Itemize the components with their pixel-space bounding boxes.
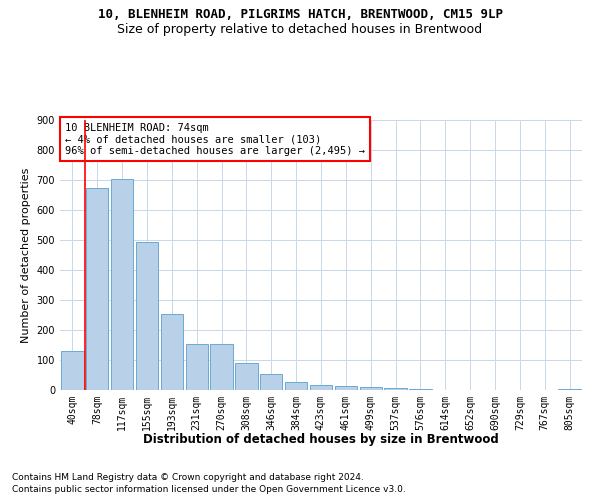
Y-axis label: Number of detached properties: Number of detached properties <box>21 168 31 342</box>
Text: 10 BLENHEIM ROAD: 74sqm
← 4% of detached houses are smaller (103)
96% of semi-de: 10 BLENHEIM ROAD: 74sqm ← 4% of detached… <box>65 122 365 156</box>
Text: Contains HM Land Registry data © Crown copyright and database right 2024.: Contains HM Land Registry data © Crown c… <box>12 472 364 482</box>
Text: Contains public sector information licensed under the Open Government Licence v3: Contains public sector information licen… <box>12 485 406 494</box>
Bar <box>359 387 382 390</box>
Bar <box>136 242 158 390</box>
Bar <box>111 178 133 390</box>
Bar <box>260 374 283 390</box>
Bar <box>235 363 257 390</box>
Bar <box>161 314 183 390</box>
Bar <box>211 344 233 390</box>
Bar <box>385 388 407 390</box>
Bar <box>285 382 307 390</box>
Bar <box>185 344 208 390</box>
Text: Distribution of detached houses by size in Brentwood: Distribution of detached houses by size … <box>143 432 499 446</box>
Bar <box>310 384 332 390</box>
Bar <box>335 386 357 390</box>
Bar <box>61 351 83 390</box>
Bar <box>86 188 109 390</box>
Text: Size of property relative to detached houses in Brentwood: Size of property relative to detached ho… <box>118 22 482 36</box>
Text: 10, BLENHEIM ROAD, PILGRIMS HATCH, BRENTWOOD, CM15 9LP: 10, BLENHEIM ROAD, PILGRIMS HATCH, BRENT… <box>97 8 503 20</box>
Bar <box>559 389 581 390</box>
